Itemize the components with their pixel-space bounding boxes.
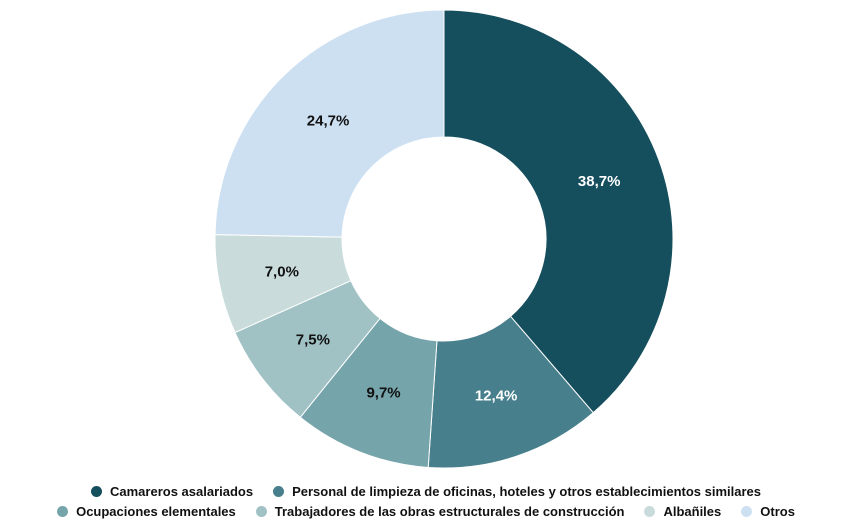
legend-swatch-otros xyxy=(741,506,753,517)
slice-label-obras: 7,5% xyxy=(296,332,330,349)
legend-label-limpieza: Personal de limpieza de oficinas, hotele… xyxy=(292,484,761,499)
legend-row-2: Ocupaciones elementales Trabajadores de … xyxy=(0,504,852,519)
legend-swatch-albaniles xyxy=(644,506,656,517)
legend-label-otros: Otros xyxy=(760,504,795,519)
slice-otros[interactable] xyxy=(214,9,445,238)
legend-row-1: Camareros asalariados Personal de limpie… xyxy=(0,484,852,499)
legend-label-camareros: Camareros asalariados xyxy=(110,484,254,499)
legend-swatch-ocupaciones xyxy=(57,506,69,517)
slice-label-albaniles: 7,0% xyxy=(265,264,299,281)
legend-swatch-camareros xyxy=(91,486,102,497)
slice-labels: 38,7% 12,4% 9,7% 7,5% 7,0% 24,7% xyxy=(265,112,621,404)
legend-swatch-limpieza xyxy=(273,486,285,497)
legend-item-albaniles[interactable]: Albañiles xyxy=(644,504,721,519)
donut-chart: 38,7% 12,4% 9,7% 7,5% 7,0% 24,7% xyxy=(214,9,674,469)
slice-label-ocupaciones: 9,7% xyxy=(366,385,400,402)
donut-slices xyxy=(214,9,674,469)
legend-item-ocupaciones[interactable]: Ocupaciones elementales xyxy=(57,504,236,519)
slice-label-limpieza: 12,4% xyxy=(475,388,518,405)
legend-item-otros[interactable]: Otros xyxy=(741,504,795,519)
legend-label-obras: Trabajadores de las obras estructurales … xyxy=(274,504,625,519)
slice-label-otros: 24,7% xyxy=(307,112,350,129)
legend-swatch-obras xyxy=(255,506,267,517)
slice-camareros[interactable] xyxy=(443,9,674,414)
legend-item-camareros[interactable]: Camareros asalariados xyxy=(91,484,253,499)
legend-item-obras[interactable]: Trabajadores de las obras estructurales … xyxy=(255,504,625,519)
legend-item-limpieza[interactable]: Personal de limpieza de oficinas, hotele… xyxy=(273,484,761,499)
legend-label-ocupaciones: Ocupaciones elementales xyxy=(76,504,236,519)
legend-label-albaniles: Albañiles xyxy=(663,504,722,519)
slice-label-camareros: 38,7% xyxy=(578,173,621,190)
slice-limpieza[interactable] xyxy=(427,315,594,469)
